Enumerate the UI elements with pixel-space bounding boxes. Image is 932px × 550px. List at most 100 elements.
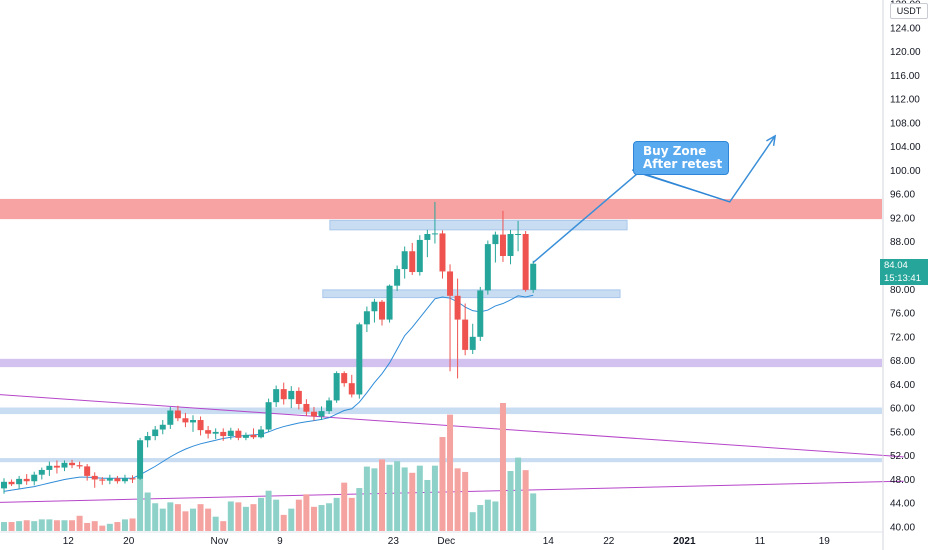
candle [129, 475, 136, 484]
volume-bar [144, 492, 151, 531]
volume-bar [53, 520, 60, 531]
volume-bar [326, 503, 333, 531]
volume-bar [280, 514, 287, 531]
time-tick-label: 11 [755, 536, 766, 547]
time-tick-label: 14 [543, 536, 555, 547]
volume-bar [38, 519, 45, 531]
price-tick-label: 108.00 [890, 118, 921, 129]
volume-bar [379, 459, 385, 531]
price-tick-label: 92.00 [890, 213, 915, 224]
time-tick-label: 22 [603, 536, 615, 547]
volume-bar [310, 506, 317, 531]
volume-bar [499, 403, 506, 531]
blue-support-60-zone [0, 407, 882, 415]
volume-bar [462, 471, 469, 531]
volume-bar [227, 501, 234, 531]
candle [348, 374, 355, 398]
candle [197, 416, 204, 436]
candle [447, 264, 454, 372]
volume-bar [258, 497, 265, 531]
candle [84, 464, 91, 481]
price-tick-label: 104.00 [890, 142, 921, 153]
time-tick-label: Dec [437, 536, 455, 547]
time-tick-label: 2021 [673, 536, 696, 547]
descending-trendline [0, 394, 904, 458]
candle [235, 428, 242, 441]
volume-bars [1, 403, 537, 531]
volume-bar [363, 466, 370, 531]
candle [462, 303, 469, 356]
candle [106, 474, 113, 485]
volume-bar [484, 499, 491, 531]
time-tick-label: 23 [388, 536, 400, 547]
currency-label[interactable]: USDT [890, 3, 928, 19]
price-tick-label: 56.00 [890, 427, 915, 438]
candle [38, 467, 45, 480]
volume-bar [303, 494, 310, 531]
candle [220, 428, 227, 441]
candle [379, 299, 385, 326]
volume-bar [348, 497, 355, 531]
candle [401, 246, 408, 279]
volume-bar [424, 479, 431, 531]
price-axis[interactable]: 128.00124.00120.00116.00112.00108.00104.… [890, 0, 921, 534]
volume-bar [295, 499, 302, 531]
candle [8, 479, 15, 486]
candle [394, 265, 401, 292]
candle [250, 428, 257, 440]
candle [477, 286, 484, 341]
candle [439, 230, 446, 279]
candle [469, 323, 476, 355]
volume-bar [190, 508, 196, 531]
candle [454, 278, 461, 379]
volume-bar [182, 511, 189, 531]
candle [212, 428, 219, 440]
volume-bar [386, 464, 393, 531]
candle [416, 235, 423, 276]
volume-bar [515, 457, 522, 531]
price-tick-label: 88.00 [890, 237, 915, 248]
candle [492, 231, 499, 263]
price-tick-label: 76.00 [890, 309, 915, 320]
candle [137, 437, 144, 481]
candle [273, 385, 280, 407]
volume-bar [318, 505, 325, 531]
volume-bar [137, 479, 144, 531]
purple-zone-zone [0, 358, 882, 368]
candle [1, 478, 7, 494]
time-axis[interactable]: 12 20 Nov 9 23 Dec 14 22 2021 11 19 [0, 531, 883, 547]
price-tick-label: 120.00 [890, 47, 921, 58]
candle [295, 387, 302, 410]
volume-bar [394, 461, 401, 531]
candle [499, 210, 506, 262]
volume-bar [288, 508, 295, 531]
volume-bar [507, 471, 514, 531]
candle [121, 474, 128, 484]
candle [386, 284, 393, 323]
candle [159, 420, 166, 435]
volume-bar [273, 499, 280, 531]
volume-bar [23, 520, 30, 531]
price-tick-label: 72.00 [890, 332, 915, 343]
volume-bar [333, 497, 340, 531]
volume-bar [492, 501, 499, 531]
volume-bar [401, 467, 408, 531]
volume-bar [522, 470, 529, 531]
candle [318, 406, 325, 421]
volume-bar [197, 504, 204, 531]
candle [242, 432, 249, 441]
volume-bar [235, 502, 242, 531]
candle [356, 322, 363, 399]
volume-bar [167, 502, 174, 531]
volume-bar [1, 522, 7, 531]
volume-bar [341, 482, 348, 531]
volume-bar [371, 468, 378, 531]
callout-line-1: Buy Zone [643, 144, 707, 158]
volume-bar [159, 508, 166, 531]
candle [326, 397, 333, 415]
candle [69, 459, 76, 469]
candle [431, 201, 438, 244]
volume-bar [530, 493, 537, 531]
volume-bar [99, 525, 106, 531]
